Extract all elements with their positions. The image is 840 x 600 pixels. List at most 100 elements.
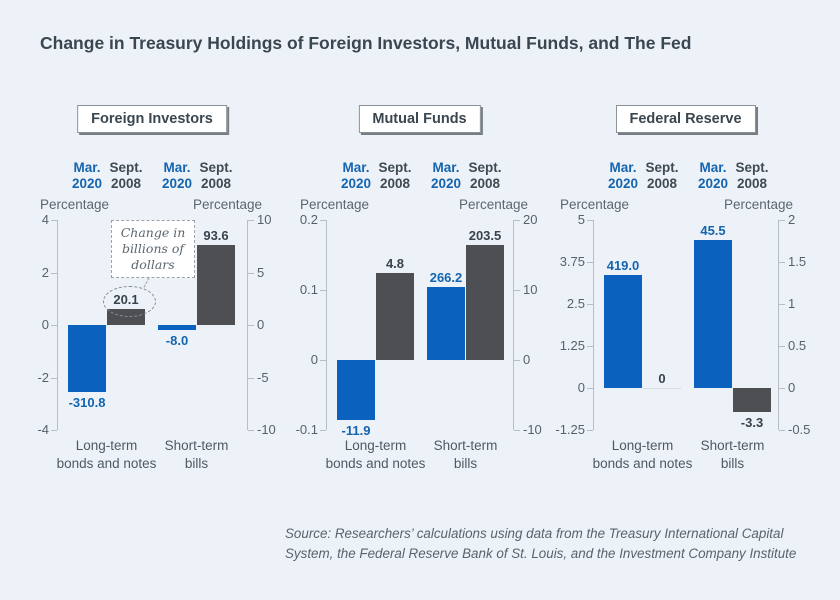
right-axis-tick xyxy=(248,272,254,274)
annotation-text-line: dollars xyxy=(131,257,175,272)
series-column-label: Mar. 2020 xyxy=(420,160,472,191)
left-axis-tick-label: 0.2 xyxy=(299,212,318,227)
left-axis-tick-label: 1.25 xyxy=(559,338,585,353)
right-axis-line xyxy=(513,220,514,430)
series-column-label-line: 2008 xyxy=(379,175,411,191)
category-label-line: Long-term xyxy=(344,438,407,453)
category-label: Long-term bonds and notes xyxy=(291,437,461,472)
right-axis-tick-label: -0.5 xyxy=(788,422,811,437)
left-axis-tick xyxy=(587,346,593,347)
series-column-label: Sept. 2008 xyxy=(190,160,242,191)
series-column-label-line: Sept. xyxy=(735,160,769,175)
annotation-text-line: Change in xyxy=(120,225,186,240)
page-title: Change in Treasury Holdings of Foreign I… xyxy=(40,33,692,53)
source-line-1: Source: Researchers’ calculations using … xyxy=(285,526,784,541)
bar-value-label: 93.6 xyxy=(203,228,229,244)
bar-value-label: 45.5 xyxy=(700,223,726,239)
left-axis-tick-label: 5 xyxy=(577,212,585,227)
right-axis-tick-label: 10 xyxy=(523,282,538,297)
annotation-text-line: billions of xyxy=(121,241,185,256)
bar-sept-2008 xyxy=(466,245,504,360)
series-column-label-line: 2020 xyxy=(161,175,193,191)
series-column-label-line: Sept. xyxy=(468,160,502,175)
series-column-label-line: Mar. xyxy=(73,160,101,175)
bar-sept-2008 xyxy=(197,245,235,325)
right-axis-tick xyxy=(248,430,254,431)
series-column-label-line: Mar. xyxy=(609,160,637,175)
left-axis-tick xyxy=(587,430,593,431)
left-axis-tick xyxy=(51,272,57,274)
left-axis-tick xyxy=(51,220,57,221)
left-axis-title: Percentage xyxy=(300,197,370,212)
left-axis-tick xyxy=(587,220,593,221)
bar-value-label: -310.8 xyxy=(68,394,106,410)
left-axis-title: Percentage xyxy=(560,197,630,212)
panel-header-0: Foreign Investors xyxy=(77,105,227,133)
series-column-label-line: Mar. xyxy=(342,160,370,175)
series-column-label: Sept. 2008 xyxy=(636,160,688,191)
right-axis-line xyxy=(778,220,779,430)
series-column-label: Sept. 2008 xyxy=(369,160,421,191)
right-axis-tick xyxy=(248,325,254,326)
left-axis-tick xyxy=(51,325,57,326)
series-column-label-line: 2020 xyxy=(430,175,462,191)
annotation-connector-line xyxy=(143,277,150,288)
series-column-label: Mar. 2020 xyxy=(151,160,203,191)
left-axis-tick-label: 0 xyxy=(310,352,318,367)
annotation-text: Change in billions of dollars xyxy=(121,225,186,273)
bar-mar-2020 xyxy=(158,325,196,330)
series-column-label: Sept. 2008 xyxy=(459,160,511,191)
series-column-label-line: 2020 xyxy=(71,175,103,191)
source-note: Source: Researchers’ calculations using … xyxy=(285,524,796,563)
left-axis-tick xyxy=(320,430,326,431)
left-axis-tick xyxy=(320,290,326,291)
category-label-line: Short-term xyxy=(700,438,765,453)
left-axis-tick-label: 0 xyxy=(41,317,49,332)
bar-value-label: 419.0 xyxy=(606,258,640,274)
series-column-label-line: 2020 xyxy=(607,175,639,191)
series-column-label-line: 2008 xyxy=(110,175,142,191)
right-axis-title: Percentage xyxy=(458,197,528,212)
bar-mar-2020 xyxy=(427,287,465,360)
left-axis-tick xyxy=(51,430,57,431)
category-label-line: bonds and notes xyxy=(592,455,693,471)
right-axis-tick-label: -10 xyxy=(523,422,542,437)
left-axis-tick xyxy=(587,262,593,263)
left-axis-tick-label: 2.5 xyxy=(566,296,585,311)
bar-value-label: -8.0 xyxy=(165,332,189,348)
series-column-label-line: 2020 xyxy=(697,175,729,191)
left-axis-tick-label: -2 xyxy=(37,369,49,385)
left-axis-tick-label: -4 xyxy=(37,422,49,437)
right-axis-tick-label: 0.5 xyxy=(788,338,807,353)
bar-mar-2020 xyxy=(68,325,106,392)
left-axis-tick-label: 2 xyxy=(41,264,49,280)
bar-mar-2020 xyxy=(604,275,642,388)
category-label: Long-term bonds and notes xyxy=(558,437,728,472)
series-column-label-line: Sept. xyxy=(378,160,412,175)
right-axis-tick xyxy=(779,346,785,347)
series-column-label-line: 2008 xyxy=(200,175,232,191)
category-label: Short-term bills xyxy=(112,437,282,472)
series-column-label-line: Sept. xyxy=(645,160,679,175)
left-axis-tick xyxy=(51,377,57,379)
annotation-callout: Change in billions of dollars xyxy=(111,220,195,278)
right-axis-tick xyxy=(514,220,520,221)
series-column-label-line: Mar. xyxy=(432,160,460,175)
left-axis-tick xyxy=(320,220,326,221)
left-axis-tick xyxy=(320,360,326,361)
left-axis-tick xyxy=(587,388,593,389)
category-label-line: bonds and notes xyxy=(325,455,426,471)
right-axis-tick xyxy=(514,360,520,361)
right-axis-tick xyxy=(779,388,785,389)
series-column-label-line: 2008 xyxy=(736,175,768,191)
annotation-ellipse xyxy=(103,286,156,317)
right-axis-tick-label: 0 xyxy=(788,380,796,395)
bar-value-label: 0 xyxy=(658,371,666,386)
left-axis-tick-label: 0.1 xyxy=(299,282,318,297)
right-axis-tick xyxy=(248,220,254,221)
series-column-label-line: Sept. xyxy=(109,160,143,175)
right-axis-tick xyxy=(248,377,254,379)
category-label-line: Short-term xyxy=(164,438,229,453)
right-axis-tick xyxy=(779,430,785,431)
